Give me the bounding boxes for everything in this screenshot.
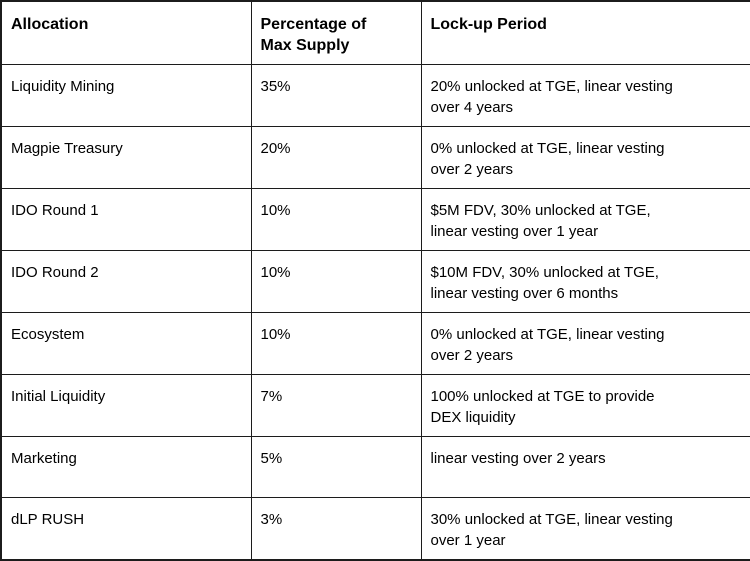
table-row: Ecosystem 10% 0% unlocked at TGE, linear…: [0, 312, 750, 375]
cell-allocation: Ecosystem: [0, 312, 252, 375]
cell-percentage: 20%: [250, 126, 422, 189]
cell-lockup: 0% unlocked at TGE, linear vesting over …: [420, 126, 750, 189]
cell-allocation: Initial Liquidity: [0, 374, 252, 437]
cell-lockup: 30% unlocked at TGE, linear vesting over…: [420, 497, 750, 561]
table-row: IDO Round 1 10% $5M FDV, 30% unlocked at…: [0, 188, 750, 251]
column-header-allocation: Allocation: [0, 0, 252, 65]
table-row: Marketing 5% linear vesting over 2 years: [0, 436, 750, 498]
table-row: Liquidity Mining 35% 20% unlocked at TGE…: [0, 64, 750, 127]
table-row: Initial Liquidity 7% 100% unlocked at TG…: [0, 374, 750, 437]
column-header-lockup: Lock-up Period: [420, 0, 750, 65]
table-row: dLP RUSH 3% 30% unlocked at TGE, linear …: [0, 497, 750, 561]
cell-allocation: Liquidity Mining: [0, 64, 252, 127]
cell-lockup: $5M FDV, 30% unlocked at TGE, linear ves…: [420, 188, 750, 251]
cell-percentage: 3%: [250, 497, 422, 561]
cell-allocation: Marketing: [0, 436, 252, 498]
cell-lockup: 0% unlocked at TGE, linear vesting over …: [420, 312, 750, 375]
cell-percentage: 10%: [250, 250, 422, 313]
table-row: IDO Round 2 10% $10M FDV, 30% unlocked a…: [0, 250, 750, 313]
cell-allocation: dLP RUSH: [0, 497, 252, 561]
cell-percentage: 5%: [250, 436, 422, 498]
cell-percentage: 7%: [250, 374, 422, 437]
cell-percentage: 10%: [250, 188, 422, 251]
cell-lockup: $10M FDV, 30% unlocked at TGE, linear ve…: [420, 250, 750, 313]
cell-lockup: 100% unlocked at TGE to provide DEX liqu…: [420, 374, 750, 437]
cell-lockup: linear vesting over 2 years: [420, 436, 750, 498]
cell-lockup: 20% unlocked at TGE, linear vesting over…: [420, 64, 750, 127]
cell-allocation: IDO Round 1: [0, 188, 252, 251]
column-header-percentage: Percentage of Max Supply: [250, 0, 422, 65]
cell-percentage: 10%: [250, 312, 422, 375]
cell-percentage: 35%: [250, 64, 422, 127]
cell-allocation: Magpie Treasury: [0, 126, 252, 189]
table-row: Magpie Treasury 20% 0% unlocked at TGE, …: [0, 126, 750, 189]
cell-allocation: IDO Round 2: [0, 250, 252, 313]
table-header-row: Allocation Percentage of Max Supply Lock…: [0, 0, 750, 65]
